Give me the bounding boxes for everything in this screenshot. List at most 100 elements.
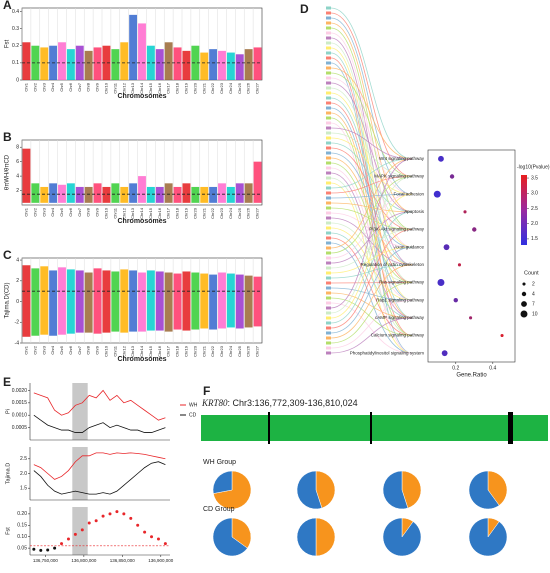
x-tick-label: Chr5: [59, 82, 64, 91]
gene-tick: [326, 196, 331, 200]
pie-slice: [315, 470, 336, 509]
chrom-points: [84, 50, 93, 80]
x-tick-label: Chr15: [148, 345, 153, 357]
gene-tick: [326, 201, 331, 205]
x-tick-label: Chr8: [86, 345, 91, 354]
x-tick-label: Chr5: [59, 207, 64, 216]
chrom-points: [164, 183, 173, 203]
gene-tick: [326, 311, 331, 315]
sankey-link: [330, 212, 413, 248]
size-legend-label: 2: [532, 281, 535, 287]
dot: [443, 244, 450, 251]
x-tick-label: Chr23: [219, 345, 224, 357]
pie-slice: [487, 470, 508, 506]
x-tick-label: Chr25: [237, 82, 242, 94]
sankey-link: [330, 217, 413, 266]
point: [150, 535, 154, 539]
x-tick-label: Chr7: [77, 345, 82, 354]
gene-tick: [326, 56, 331, 60]
gene-tick: [326, 351, 331, 355]
gene-tick: [326, 136, 331, 140]
y-tick-label: 0.1: [12, 60, 19, 66]
chrom-points: [253, 276, 262, 327]
sankey-link: [330, 282, 413, 284]
chrom-points: [22, 42, 31, 80]
chrom-points: [200, 52, 209, 80]
gene-tick: [326, 236, 331, 240]
chrom-points: [111, 271, 120, 332]
x-tick-label: Chr14: [139, 345, 144, 357]
chrom-points: [173, 186, 182, 203]
x-tick-label: 136,850,000: [110, 558, 136, 563]
chrom-points: [120, 42, 129, 80]
x-tick-label: Chr16: [157, 207, 162, 219]
sankey-link: [330, 152, 413, 248]
point: [136, 523, 140, 527]
group-label: WH Group: [203, 459, 236, 466]
chrom-points: [111, 183, 120, 203]
sankey-link: [330, 22, 413, 213]
panel-label: E: [3, 375, 11, 389]
dot: [453, 297, 458, 303]
x-tick-label: Chr11: [112, 82, 117, 93]
x-tick-label: Chr24: [228, 345, 233, 357]
x-tick-label: Chr14: [139, 82, 144, 94]
sankey-link: [330, 72, 413, 177]
point: [32, 547, 36, 551]
chrom-points: [173, 273, 182, 330]
x-tick-label: Chr14: [139, 207, 144, 219]
chrom-points: [138, 23, 146, 80]
y-tick-label: 4: [16, 173, 19, 179]
group-label: CD Group: [203, 506, 235, 513]
x-tick-label: Chr17: [166, 82, 171, 94]
x-tick-label: Chr13: [130, 345, 135, 357]
gene-tick: [326, 141, 331, 145]
chrom-points: [111, 49, 120, 80]
y-tick-label: 0.0010: [12, 413, 28, 419]
snp-marker: [268, 412, 270, 444]
chrom-points: [191, 45, 200, 80]
sankey-link: [330, 132, 413, 177]
pie-slice: [315, 517, 336, 557]
gene-tick: [326, 286, 331, 290]
gene-tick: [326, 181, 331, 185]
pie-slice: [401, 470, 422, 509]
y-tick-label: 2: [16, 278, 19, 284]
pathway-label: Apoptosis: [404, 209, 425, 214]
x-tick-label: Chr19: [184, 207, 189, 219]
chrom-points: [58, 267, 66, 335]
sankey-link: [330, 17, 413, 195]
x-tick-label: Chr5: [59, 345, 64, 354]
chrom-points: [102, 45, 111, 80]
dot: [469, 316, 473, 320]
sankey-link: [330, 52, 413, 319]
x-tick-label: Chr21: [201, 207, 206, 219]
x-tick-label: Chr1: [24, 82, 29, 91]
chrom-points: [191, 186, 200, 203]
x-tick-label: Chr21: [201, 345, 206, 357]
chrom-points: [218, 50, 226, 80]
sankey-link: [330, 122, 413, 354]
gene-tick: [326, 116, 331, 120]
x-tick-label: Chr10: [104, 207, 109, 219]
sankey-link: [330, 297, 413, 336]
snp-marker: [508, 412, 513, 444]
colorbar-label: 3.0: [531, 191, 538, 197]
x-axis-label: Chromosomes: [117, 356, 166, 363]
point: [156, 537, 160, 541]
y-tick-label: 0: [16, 299, 19, 305]
chrom-points: [146, 45, 155, 80]
gene-tick: [326, 266, 331, 270]
chrom-points: [244, 183, 253, 203]
panel-label: A: [3, 0, 12, 12]
x-tick-label: Chr6: [68, 345, 73, 354]
chrom-points: [235, 183, 244, 203]
line: [33, 414, 166, 433]
y-tick-label: 0.15: [17, 523, 27, 529]
x-tick-label: Chr12: [121, 82, 126, 94]
sankey-link: [330, 232, 413, 319]
pie-slice: [212, 517, 248, 557]
chrom-points: [146, 186, 155, 203]
x-tick-label: Chr16: [157, 345, 162, 357]
